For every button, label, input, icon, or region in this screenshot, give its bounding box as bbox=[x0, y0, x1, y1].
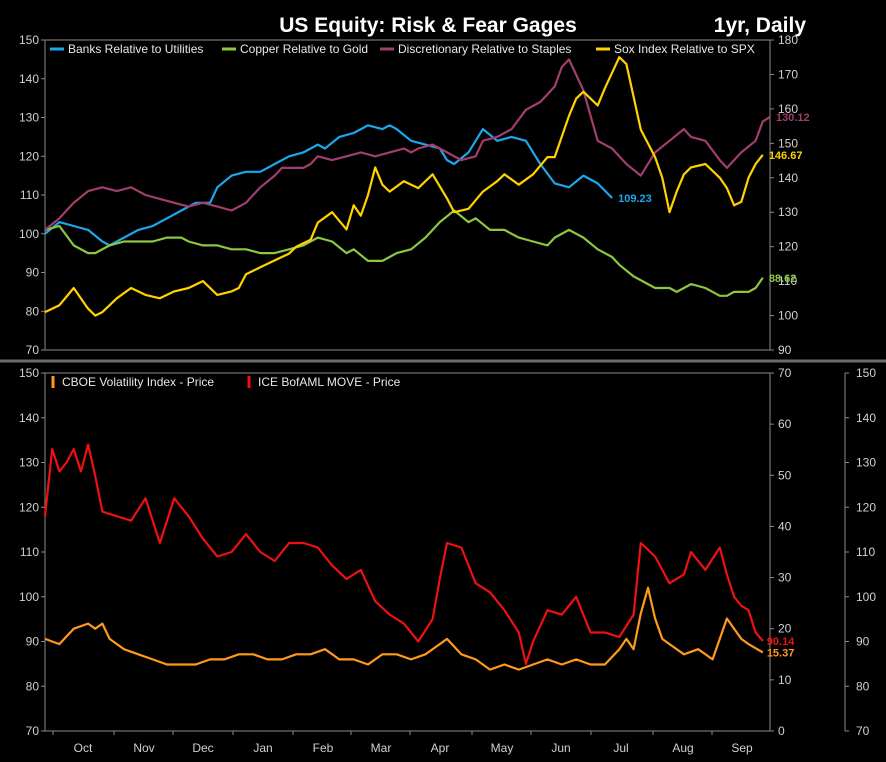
x-axis-tick-label: Apr bbox=[431, 741, 450, 755]
series-line bbox=[44, 58, 771, 231]
bottom-right-axis-tick-label: 150 bbox=[856, 366, 876, 380]
top-right-axis-tick-label: 150 bbox=[778, 136, 798, 150]
top-right-axis-tick-label: 120 bbox=[778, 240, 798, 254]
top-right-axis-tick-label: 180 bbox=[778, 33, 798, 47]
bottom-mid-axis-tick-label: 20 bbox=[778, 622, 792, 636]
top-left-axis-tick-label: 140 bbox=[19, 72, 39, 86]
top-right-axis-tick-label: 130 bbox=[778, 205, 798, 219]
top-right-axis-tick-label: 110 bbox=[778, 274, 797, 288]
bottom-right-axis-tick-label: 130 bbox=[856, 456, 876, 470]
x-axis-tick-label: May bbox=[491, 741, 514, 755]
bottom-left-axis-tick-label: 80 bbox=[26, 679, 40, 693]
series-line bbox=[44, 56, 764, 317]
bottom-left-axis-tick-label: 90 bbox=[26, 635, 40, 649]
top-left-axis-tick-label: 130 bbox=[19, 111, 39, 125]
legend-entry: Sox Index Relative to SPX bbox=[614, 42, 755, 56]
bottom-mid-axis-tick-label: 50 bbox=[778, 468, 792, 482]
top-left-axis-tick-label: 80 bbox=[26, 304, 40, 318]
bottom-mid-axis-tick-label: 30 bbox=[778, 571, 792, 585]
x-axis-tick-label: Sep bbox=[731, 741, 753, 755]
bottom-right-axis-tick-label: 110 bbox=[856, 545, 875, 559]
series-end-label: 88.62 bbox=[769, 273, 797, 285]
bottom-left-axis-tick-label: 110 bbox=[20, 545, 39, 559]
top-right-axis-tick-label: 170 bbox=[778, 67, 798, 81]
bottom-mid-axis-tick-label: 60 bbox=[778, 417, 792, 431]
bottom-plot-frame bbox=[44, 372, 771, 732]
top-left-axis-tick-label: 90 bbox=[26, 266, 40, 280]
bottom-left-axis-tick-label: 100 bbox=[19, 590, 39, 604]
x-axis-tick-label: Jun bbox=[551, 741, 570, 755]
top-left-axis-tick-label: 100 bbox=[19, 227, 39, 241]
x-axis-tick-label: Jul bbox=[613, 741, 628, 755]
x-axis-tick-label: Nov bbox=[133, 741, 154, 755]
bottom-mid-axis-tick-label: 40 bbox=[778, 519, 792, 533]
series-end-label: 130.12 bbox=[776, 112, 810, 124]
legend-entry: Copper Relative to Gold bbox=[240, 42, 368, 56]
top-right-axis-tick-label: 90 bbox=[778, 343, 792, 357]
bottom-mid-axis-tick-label: 10 bbox=[778, 673, 792, 687]
bottom-right-axis-tick-label: 70 bbox=[856, 724, 870, 738]
series-line bbox=[43, 443, 764, 666]
top-left-axis-tick-label: 70 bbox=[26, 343, 40, 357]
bottom-mid-axis-tick-label: 0 bbox=[778, 724, 785, 738]
series-line bbox=[44, 209, 764, 297]
top-right-axis-tick-label: 160 bbox=[778, 102, 798, 116]
bottom-right-axis-tick-label: 100 bbox=[856, 590, 876, 604]
top-left-axis-tick-label: 150 bbox=[19, 33, 39, 47]
bottom-left-axis-tick-label: 130 bbox=[19, 456, 39, 470]
chart-subtitle: 1yr, Daily bbox=[714, 14, 807, 37]
x-axis-tick-label: Oct bbox=[74, 741, 93, 755]
bottom-left-axis-tick-label: 140 bbox=[19, 411, 39, 425]
legend-entry: Discretionary Relative to Staples bbox=[398, 42, 571, 56]
series-end-label: 15.37 bbox=[767, 647, 795, 659]
series-end-label: 90.14 bbox=[767, 636, 795, 648]
bottom-right-axis-tick-label: 90 bbox=[856, 635, 870, 649]
series-line bbox=[44, 586, 764, 671]
top-left-axis-tick-label: 120 bbox=[19, 149, 39, 163]
chart-title: US Equity: Risk & Fear Gages bbox=[279, 14, 577, 37]
legend-entry: Banks Relative to Utilities bbox=[68, 42, 203, 56]
bottom-left-axis-tick-label: 150 bbox=[19, 366, 39, 380]
series-end-label: 109.23 bbox=[618, 193, 652, 205]
legend-entry: CBOE Volatility Index - Price bbox=[62, 375, 214, 389]
series-line bbox=[44, 124, 613, 247]
top-plot-frame bbox=[44, 39, 771, 351]
bottom-mid-axis-tick-label: 70 bbox=[778, 366, 792, 380]
chart-layer: 7080901001101201301401509010011012013014… bbox=[19, 33, 876, 755]
bottom-right-axis-tick-label: 80 bbox=[856, 679, 870, 693]
bottom-right-axis-tick-label: 120 bbox=[856, 500, 876, 514]
x-axis-tick-label: Dec bbox=[192, 741, 213, 755]
series-end-label: 146.67 bbox=[769, 150, 803, 162]
x-axis-tick-label: Mar bbox=[371, 741, 392, 755]
x-axis-tick-label: Aug bbox=[672, 741, 693, 755]
top-right-axis-tick-label: 100 bbox=[778, 309, 798, 323]
legend-entry: ICE BofAML MOVE - Price bbox=[258, 375, 401, 389]
bottom-left-axis-tick-label: 70 bbox=[26, 724, 40, 738]
x-axis-tick-label: Jan bbox=[253, 741, 272, 755]
bottom-right-axis-tick-label: 140 bbox=[856, 411, 876, 425]
bottom-left-axis-tick-label: 120 bbox=[19, 500, 39, 514]
top-right-axis-tick-label: 140 bbox=[778, 171, 798, 185]
top-left-axis-tick-label: 110 bbox=[20, 188, 39, 202]
x-axis-tick-label: Feb bbox=[313, 741, 334, 755]
